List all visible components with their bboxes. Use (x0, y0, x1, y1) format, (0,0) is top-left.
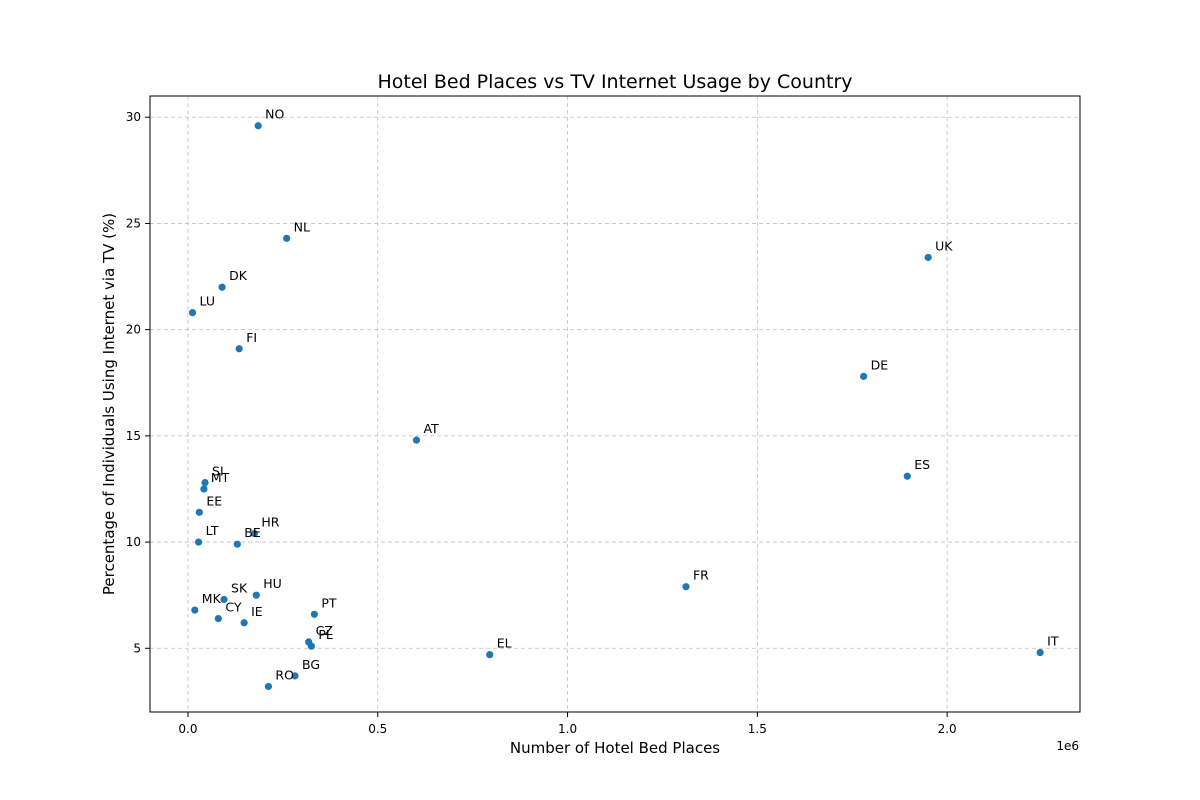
data-point-fr (682, 583, 690, 591)
data-point-sk (220, 595, 228, 604)
point-label-mk: MK (202, 591, 222, 606)
point-label-ee: EE (206, 493, 222, 508)
y-axis-ticks: 5 10 15 20 25 30 (126, 110, 150, 655)
data-point-ie (240, 619, 248, 627)
data-point-cy (214, 614, 222, 623)
y-tick-label: 20 (126, 323, 141, 337)
point-label-cy: CY (225, 600, 242, 615)
point-label-lt: LT (206, 523, 219, 538)
point-label-ro: RO (275, 668, 294, 683)
y-tick-label: 10 (126, 535, 141, 549)
point-label-de: DE (871, 357, 889, 372)
x-axis-label: Number of Hotel Bed Places (510, 739, 720, 757)
point-label-bg: BG (302, 657, 320, 672)
point-label-fr: FR (693, 568, 709, 583)
data-point-uk (924, 253, 932, 262)
data-point-hr (250, 529, 258, 538)
point-label-si: SI (212, 464, 224, 479)
point-label-mt: MT (211, 470, 230, 485)
grid (150, 96, 1080, 712)
point-label-hu: HU (263, 576, 282, 591)
data-point-mk (191, 606, 199, 614)
x-tick-label: 2.0 (938, 722, 957, 736)
data-point-it (1036, 648, 1044, 657)
data-point-lt (194, 538, 203, 546)
y-tick-label: 25 (126, 216, 141, 230)
data-point-ee (195, 508, 203, 516)
x-axis-ticks: 0.0 0.5 1.0 1.5 2.0 (178, 712, 957, 736)
point-label-sk: SK (231, 580, 248, 595)
data-point-nl (283, 234, 291, 242)
x-tick-label: 0.0 (178, 722, 197, 736)
data-point-bg (291, 672, 299, 680)
y-tick-label: 30 (126, 110, 141, 124)
point-label-be: BE (244, 525, 261, 540)
x-tick-label: 1.5 (748, 722, 767, 736)
point-label-ie: IE (251, 604, 263, 619)
data-point-pl (307, 642, 315, 650)
point-label-no: NO (265, 107, 284, 122)
point-label-pt: PT (321, 595, 337, 610)
point-label-it: IT (1047, 634, 1059, 649)
point-label-el: EL (497, 636, 512, 651)
data-point-ro (264, 682, 273, 691)
y-tick-label: 15 (126, 429, 141, 443)
y-axis-label: Percentage of Individuals Using Internet… (100, 213, 118, 595)
data-point-el (486, 651, 494, 659)
point-label-pl: PL (318, 627, 333, 642)
data-point-dk (218, 283, 226, 291)
data-point-hu (252, 591, 260, 599)
data-point-lu (188, 309, 197, 317)
data-point-at (412, 436, 421, 444)
point-label-dk: DK (229, 268, 248, 283)
x-tick-label: 1.0 (558, 722, 577, 736)
plot-frame (149, 95, 1081, 713)
data-points (188, 122, 1044, 691)
point-label-hr: HR (261, 515, 279, 530)
data-point-be (233, 540, 241, 548)
data-point-mt (200, 485, 208, 493)
data-point-fi (235, 345, 243, 353)
data-point-no (254, 122, 262, 130)
x-axis-offset-label: 1e6 (1056, 739, 1079, 753)
data-point-de (860, 372, 868, 380)
point-label-at: AT (423, 421, 439, 436)
point-label-lu: LU (200, 294, 216, 309)
y-tick-label: 5 (133, 641, 141, 655)
chart-title: Hotel Bed Places vs TV Internet Usage by… (377, 71, 852, 93)
point-label-es: ES (914, 457, 930, 472)
point-label-cz: CZ (316, 623, 333, 638)
data-point-es (903, 472, 911, 480)
point-label-fi: FI (246, 330, 257, 345)
point-label-nl: NL (294, 219, 310, 234)
data-point-pt (310, 610, 318, 618)
point-label-uk: UK (935, 238, 953, 253)
data-point-si (201, 478, 209, 487)
x-tick-label: 0.5 (368, 722, 387, 736)
